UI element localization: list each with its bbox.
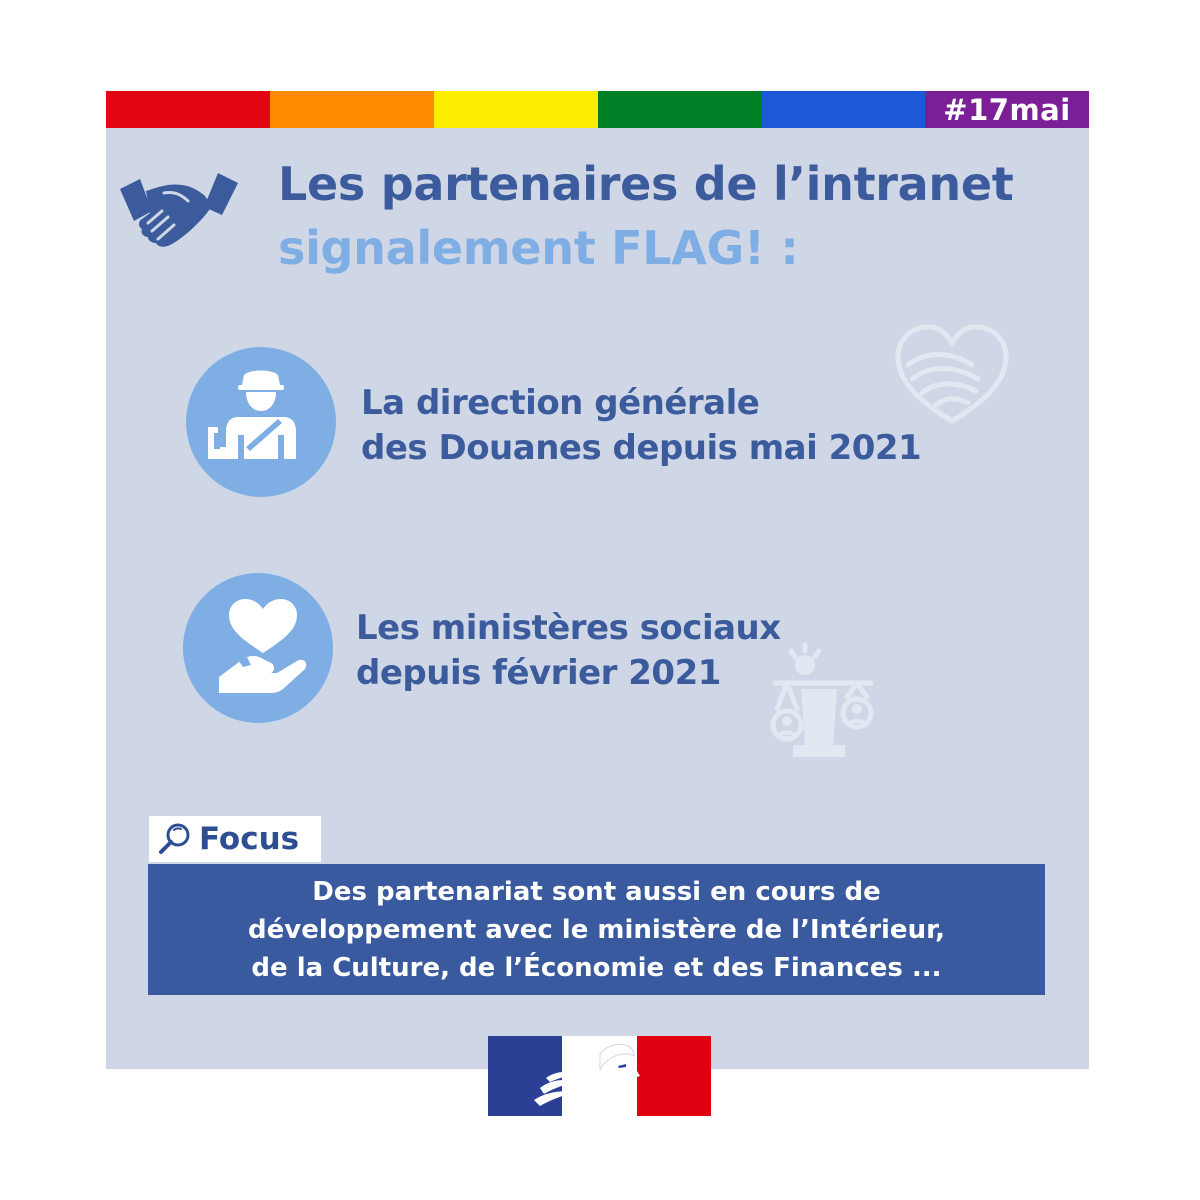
- focus-line: de la Culture, de l’Économie et des Fina…: [251, 952, 942, 983]
- hashtag-badge: #17mai: [925, 91, 1089, 128]
- focus-line: Des partenariat sont aussi en cours de: [312, 876, 881, 907]
- marianne-logo: [488, 1036, 711, 1116]
- heart-outline-icon: [895, 324, 1009, 424]
- focus-line: développement avec le ministère de l’Int…: [248, 914, 945, 945]
- magnifier-icon: [159, 823, 190, 854]
- focus-tab: Focus: [149, 816, 321, 862]
- focus-label: Focus: [199, 821, 300, 857]
- heart-in-hand-icon: [219, 599, 307, 693]
- page-subtitle: signalement FLAG! :: [278, 221, 799, 275]
- page-title: Les partenaires de l’intranet: [278, 157, 1014, 211]
- partner-douanes-line1: La direction générale: [361, 383, 760, 423]
- focus-box: Des partenariat sont aussi en cours de d…: [148, 864, 1045, 995]
- rainbow-banner: [106, 91, 1089, 128]
- stripe-yellow: [434, 91, 598, 128]
- stripe-green: [598, 91, 762, 128]
- balance-scale-icon: [770, 642, 874, 757]
- partner-douanes: La direction générale des Douanes depuis…: [361, 381, 922, 471]
- partner-ministeres-sociaux: Les ministères sociaux depuis février 20…: [356, 606, 781, 696]
- customs-officer-icon: [208, 370, 296, 459]
- handshake-icon: [120, 173, 238, 247]
- partner-sociaux-line2: depuis février 2021: [356, 653, 721, 693]
- stripe-orange: [270, 91, 434, 128]
- partner-icon-circle: [183, 573, 333, 723]
- stripe-blue: [762, 91, 925, 128]
- focus-text: Des partenariat sont aussi en cours de d…: [248, 873, 945, 987]
- flag-partners-card: #17mai Les partenaires de l’intranet sig…: [106, 91, 1089, 1069]
- partner-douanes-line2: des Douanes depuis mai 2021: [361, 428, 922, 468]
- stripe-red: [106, 91, 270, 128]
- partner-icon-circle: [186, 347, 336, 497]
- partner-sociaux-line1: Les ministères sociaux: [356, 608, 781, 648]
